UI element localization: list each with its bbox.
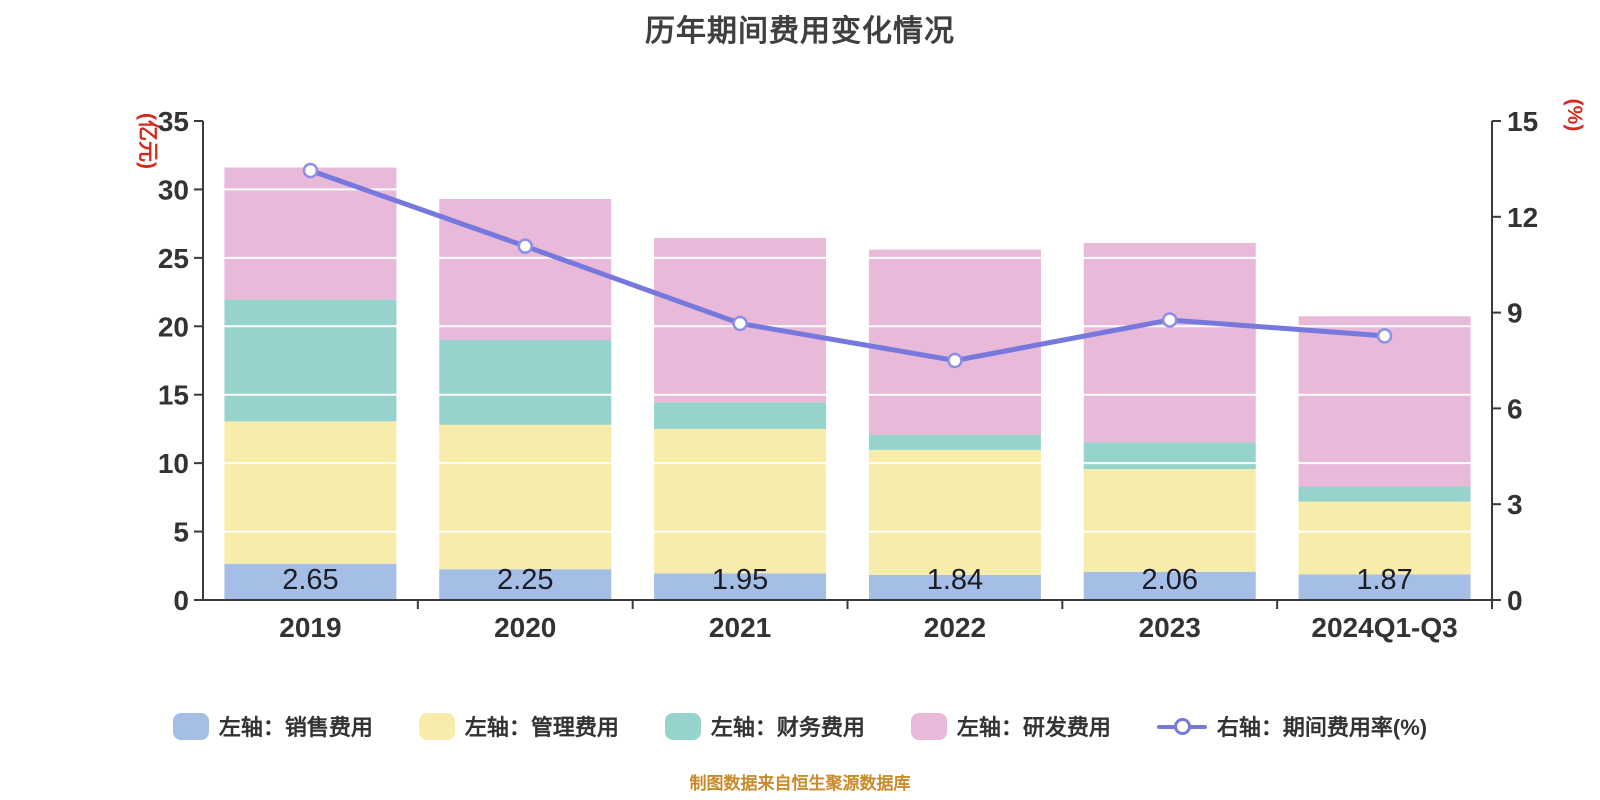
bar-value-label: 1.95 (712, 564, 768, 596)
bar-segment-admin[interactable] (439, 424, 612, 570)
bar-value-label: 1.87 (1356, 564, 1412, 596)
bar-segment-admin[interactable] (1298, 501, 1471, 575)
left-tick-label: 30 (158, 174, 189, 205)
legend-item-admin[interactable]: 左轴：管理费用 (418, 710, 619, 742)
line-marker[interactable] (732, 315, 748, 332)
line-marker-icon (1156, 717, 1207, 735)
bar-segment-sales[interactable] (868, 574, 1041, 600)
bar-value-label: 2.65 (282, 564, 338, 596)
legend-swatch (172, 712, 209, 740)
right-tick-label: 12 (1507, 202, 1538, 233)
legend-swatch (664, 712, 701, 740)
bar-segment-finance[interactable] (1298, 486, 1471, 502)
left-tick-label: 15 (158, 380, 189, 411)
bar-segment-rd[interactable] (1083, 242, 1256, 443)
legend-item-sales[interactable]: 左轴：销售费用 (172, 710, 373, 742)
bar-value-label: 2.25 (497, 564, 553, 596)
left-tick-label: 35 (158, 106, 189, 137)
bar-segment-sales[interactable] (1298, 574, 1471, 600)
bar-segment-finance[interactable] (224, 299, 397, 422)
bar-segment-finance[interactable] (1083, 442, 1256, 470)
legend-item-rd[interactable]: 左轴：研发费用 (910, 710, 1111, 742)
bar-segment-sales[interactable] (1083, 571, 1256, 600)
left-tick-label: 25 (158, 243, 189, 274)
legend-label: 左轴：财务费用 (710, 715, 865, 740)
line-marker[interactable] (947, 352, 963, 369)
line-marker[interactable] (517, 238, 533, 254)
left-tick-label: 5 (173, 517, 189, 548)
line-marker[interactable] (1376, 328, 1393, 344)
legend-item-expense-ratio[interactable]: 右轴：期间费用率(%) (1156, 710, 1428, 742)
bar-segment-admin[interactable] (224, 421, 397, 564)
bar-segment-admin[interactable] (868, 449, 1041, 575)
bar-value-label: 1.84 (927, 564, 983, 596)
bar-segment-rd[interactable] (868, 249, 1041, 435)
right-tick-label: 3 (1507, 489, 1523, 520)
bar-segment-finance[interactable] (654, 402, 827, 429)
line-marker[interactable] (302, 162, 319, 179)
legend-label: 左轴：销售费用 (218, 715, 373, 740)
bar-segment-finance[interactable] (439, 339, 612, 425)
left-tick-label: 10 (158, 448, 189, 479)
right-tick-label: 0 (1507, 585, 1523, 616)
bar-segment-rd[interactable] (439, 199, 612, 340)
legend-label: 右轴：期间费用率(%) (1216, 715, 1428, 740)
bar-segment-sales[interactable] (439, 569, 612, 600)
left-tick-label: 0 (173, 585, 189, 616)
bar-value-label: 2.06 (1142, 564, 1198, 596)
bar-segment-rd[interactable] (1298, 316, 1471, 487)
left-axis-unit: (亿元) (136, 113, 160, 169)
bar-segment-sales[interactable] (654, 573, 827, 600)
line-marker[interactable] (1162, 312, 1178, 328)
x-category-label: 2024Q1-Q3 (1311, 612, 1457, 643)
x-category-label: 2022 (924, 612, 986, 643)
legend: 左轴：销售费用 左轴：管理费用 左轴：财务费用 左轴：研发费用 右轴：期间费用率(%) (0, 710, 1600, 742)
legend-swatch (418, 712, 455, 740)
x-category-label: 2023 (1139, 612, 1201, 643)
right-tick-label: 9 (1507, 298, 1523, 329)
bar-segment-admin[interactable] (1083, 469, 1256, 572)
data-source-note: 制图数据来自恒生聚源数据库 (689, 774, 911, 793)
expense-ratio-line (307, 167, 1388, 363)
x-category-label: 2020 (494, 612, 556, 643)
legend-label: 左轴：管理费用 (464, 715, 619, 740)
legend-item-finance[interactable]: 左轴：财务费用 (664, 710, 865, 742)
legend-label: 左轴：研发费用 (956, 715, 1111, 740)
x-category-label: 2019 (279, 612, 341, 643)
bar-segment-sales[interactable] (224, 563, 397, 600)
bar-segment-admin[interactable] (654, 428, 827, 574)
left-tick-label: 20 (158, 311, 189, 342)
bar-segment-finance[interactable] (868, 434, 1041, 450)
right-axis-unit: (%) (1563, 99, 1586, 132)
right-tick-label: 15 (1507, 106, 1538, 137)
bar-segment-rd[interactable] (224, 167, 397, 300)
right-tick-label: 6 (1507, 393, 1523, 424)
x-category-label: 2021 (709, 612, 771, 643)
legend-swatch (910, 712, 947, 740)
chart-title: 历年期间费用变化情况 (645, 15, 955, 48)
